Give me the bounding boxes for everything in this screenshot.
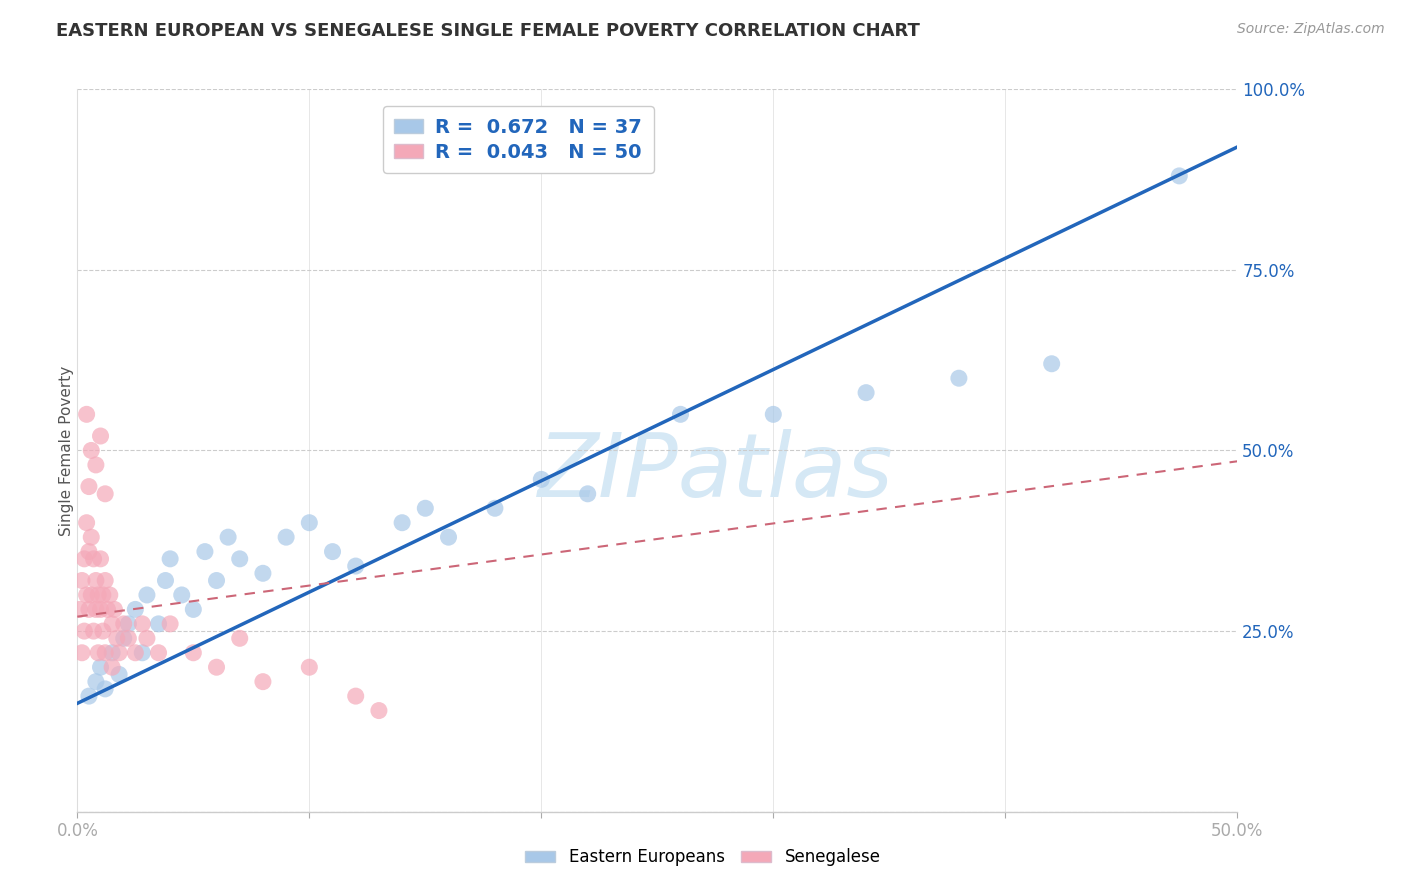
Point bbox=[135, 632, 157, 646]
Point bbox=[135, 588, 157, 602]
Point bbox=[84, 574, 107, 588]
Point bbox=[948, 371, 970, 385]
Point bbox=[77, 480, 100, 494]
Point bbox=[94, 487, 117, 501]
Point bbox=[77, 602, 100, 616]
Point bbox=[131, 646, 153, 660]
Point bbox=[368, 704, 391, 718]
Point bbox=[90, 429, 111, 443]
Point bbox=[84, 458, 107, 472]
Point bbox=[155, 574, 177, 588]
Point bbox=[148, 616, 170, 631]
Point bbox=[101, 616, 124, 631]
Point bbox=[576, 487, 599, 501]
Point bbox=[124, 646, 146, 660]
Point bbox=[83, 624, 105, 639]
Point bbox=[1168, 169, 1191, 183]
Point bbox=[159, 551, 181, 566]
Point bbox=[101, 660, 124, 674]
Point bbox=[90, 602, 111, 616]
Point bbox=[298, 660, 321, 674]
Point bbox=[228, 551, 252, 566]
Point bbox=[77, 544, 100, 558]
Point bbox=[205, 574, 228, 588]
Point bbox=[112, 616, 135, 631]
Point bbox=[117, 632, 139, 646]
Point bbox=[70, 574, 93, 588]
Point bbox=[103, 602, 125, 616]
Point bbox=[298, 516, 321, 530]
Point bbox=[530, 472, 553, 486]
Point bbox=[90, 551, 111, 566]
Point bbox=[90, 660, 111, 674]
Point bbox=[855, 385, 877, 400]
Point bbox=[669, 407, 692, 421]
Point bbox=[484, 501, 506, 516]
Point bbox=[91, 588, 114, 602]
Point bbox=[413, 501, 436, 516]
Point bbox=[76, 407, 98, 421]
Point bbox=[91, 624, 114, 639]
Point bbox=[194, 544, 217, 558]
Legend: R =  0.672   N = 37, R =  0.043   N = 50: R = 0.672 N = 37, R = 0.043 N = 50 bbox=[382, 106, 654, 173]
Point bbox=[321, 544, 344, 558]
Text: Source: ZipAtlas.com: Source: ZipAtlas.com bbox=[1237, 22, 1385, 37]
Point bbox=[183, 646, 205, 660]
Point bbox=[148, 646, 170, 660]
Point bbox=[170, 588, 193, 602]
Point bbox=[94, 646, 117, 660]
Point bbox=[105, 632, 128, 646]
Point bbox=[80, 588, 103, 602]
Point bbox=[1040, 357, 1063, 371]
Point bbox=[94, 574, 117, 588]
Point bbox=[76, 516, 98, 530]
Point bbox=[73, 624, 96, 639]
Point bbox=[159, 616, 181, 631]
Point bbox=[274, 530, 298, 544]
Point bbox=[183, 602, 205, 616]
Point bbox=[69, 602, 91, 616]
Point bbox=[76, 588, 98, 602]
Point bbox=[70, 646, 93, 660]
Point bbox=[94, 681, 117, 696]
Text: ZIPatlas: ZIPatlas bbox=[537, 429, 893, 516]
Point bbox=[98, 588, 121, 602]
Point bbox=[101, 646, 124, 660]
Text: EASTERN EUROPEAN VS SENEGALESE SINGLE FEMALE POVERTY CORRELATION CHART: EASTERN EUROPEAN VS SENEGALESE SINGLE FE… bbox=[56, 22, 920, 40]
Y-axis label: Single Female Poverty: Single Female Poverty bbox=[59, 366, 73, 535]
Point bbox=[131, 616, 153, 631]
Point bbox=[391, 516, 413, 530]
Point bbox=[228, 632, 252, 646]
Point bbox=[205, 660, 228, 674]
Point bbox=[112, 632, 135, 646]
Point bbox=[252, 674, 274, 689]
Legend: Eastern Europeans, Senegalese: Eastern Europeans, Senegalese bbox=[519, 842, 887, 873]
Point bbox=[117, 616, 139, 631]
Point bbox=[437, 530, 460, 544]
Point bbox=[77, 689, 100, 703]
Point bbox=[252, 566, 274, 581]
Point bbox=[344, 559, 367, 574]
Point bbox=[83, 551, 105, 566]
Point bbox=[96, 602, 118, 616]
Point bbox=[87, 646, 110, 660]
Point bbox=[87, 588, 110, 602]
Point bbox=[80, 530, 103, 544]
Point bbox=[80, 443, 103, 458]
Point bbox=[108, 646, 131, 660]
Point bbox=[217, 530, 239, 544]
Point bbox=[73, 551, 96, 566]
Point bbox=[344, 689, 367, 703]
Point bbox=[108, 667, 131, 681]
Point bbox=[84, 674, 107, 689]
Point bbox=[762, 407, 785, 421]
Point bbox=[84, 602, 107, 616]
Point bbox=[124, 602, 146, 616]
